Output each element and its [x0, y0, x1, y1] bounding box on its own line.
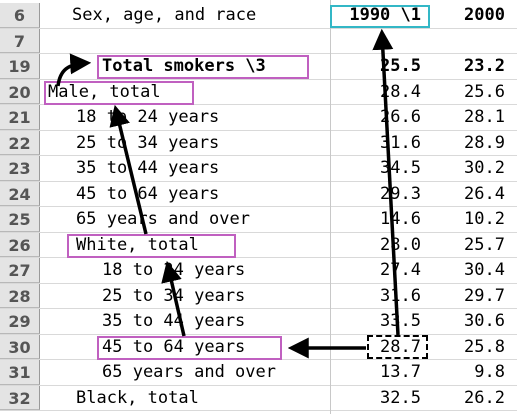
value-2000-cell[interactable]: 10.2: [464, 209, 505, 229]
table-row: 25 65 years and over 14.6 10.2: [0, 207, 517, 233]
value-2000-cell[interactable]: 9.8: [474, 362, 505, 382]
value-1990-cell[interactable]: 34.5: [380, 158, 421, 178]
row-number[interactable]: 19: [0, 54, 40, 79]
value-2000-cell[interactable]: 26.2: [464, 387, 505, 408]
row-number[interactable]: 6: [0, 3, 40, 28]
value-1990-cell[interactable]: 28.7: [380, 336, 421, 357]
row-number[interactable]: 28: [0, 283, 40, 308]
table-row: 29 35 to 44 years 33.5 30.6: [0, 309, 517, 335]
value-2000-cell[interactable]: 29.7: [464, 285, 505, 306]
row-number[interactable]: 24: [0, 181, 40, 206]
value-1990-cell[interactable]: 32.5: [380, 387, 421, 408]
header-1990-cell[interactable]: 1990 \1: [349, 5, 421, 25]
value-2000-cell[interactable]: 25.7: [464, 234, 505, 255]
value-1990-cell[interactable]: 28.0: [380, 234, 421, 255]
table-row: 26 White, total 28.0 25.7: [0, 232, 517, 258]
row-label-cell[interactable]: 65 years and over: [76, 209, 250, 229]
value-1990-cell[interactable]: 31.6: [380, 132, 421, 153]
value-1990-cell[interactable]: 28.4: [380, 81, 421, 102]
row-label-cell[interactable]: 65 years and over: [102, 362, 276, 382]
row-label-cell[interactable]: Total smokers \3: [102, 56, 266, 76]
value-2000-cell[interactable]: 28.1: [464, 107, 505, 127]
value-1990-cell[interactable]: 26.6: [380, 107, 421, 127]
row-number[interactable]: 32: [0, 385, 40, 410]
value-1990-cell[interactable]: [330, 29, 425, 54]
row-label-cell[interactable]: 45 to 64 years: [76, 183, 220, 204]
value-1990-cell[interactable]: 14.6: [380, 209, 421, 229]
value-2000-cell[interactable]: 25.6: [464, 81, 505, 102]
row-number[interactable]: 25: [0, 207, 40, 232]
row-label-cell[interactable]: 25 to 34 years: [76, 132, 220, 153]
value-2000-cell[interactable]: 26.4: [464, 183, 505, 204]
row-number[interactable]: 22: [0, 130, 40, 155]
value-1990-cell[interactable]: 31.6: [380, 285, 421, 306]
value-2000-cell[interactable]: 28.9: [464, 132, 505, 153]
value-2000-cell[interactable]: 30.4: [464, 260, 505, 280]
table-row: 23 35 to 44 years 34.5 30.2: [0, 156, 517, 182]
row-number[interactable]: 23: [0, 156, 40, 181]
table-row: 22 25 to 34 years 31.6 28.9: [0, 130, 517, 156]
table-row: 24 45 to 64 years 29.3 26.4: [0, 181, 517, 207]
row-label-cell[interactable]: 25 to 34 years: [102, 285, 246, 306]
row-label-cell[interactable]: 45 to 64 years: [102, 336, 246, 357]
header-row: 6 Sex, age, and race 1990 \1 2000: [0, 3, 517, 29]
value-2000-cell[interactable]: [425, 29, 515, 54]
column-divider: [330, 0, 331, 414]
value-1990-cell[interactable]: 33.5: [380, 311, 421, 331]
value-1990-cell[interactable]: 29.3: [380, 183, 421, 204]
header-label-cell[interactable]: Sex, age, and race: [72, 5, 257, 25]
value-2000-cell[interactable]: 25.8: [464, 336, 505, 357]
row-number[interactable]: 21: [0, 105, 40, 130]
value-1990-cell[interactable]: 27.4: [380, 260, 421, 280]
table-row: 32 Black, total 32.5 26.2: [0, 385, 517, 411]
header-2000-cell[interactable]: 2000: [464, 5, 505, 25]
row-label-cell[interactable]: White, total: [76, 234, 199, 255]
value-2000-cell[interactable]: 30.2: [464, 158, 505, 178]
value-2000-cell[interactable]: 30.6: [464, 311, 505, 331]
row-label-cell[interactable]: 35 to 44 years: [76, 158, 220, 178]
row-label-cell[interactable]: Black, total: [76, 387, 199, 408]
table-row: 7: [0, 28, 517, 54]
value-1990-cell[interactable]: 25.5: [380, 56, 421, 76]
row-number[interactable]: 7: [0, 28, 40, 53]
table-row: 31 65 years and over 13.7 9.8: [0, 360, 517, 386]
value-1990-cell[interactable]: 13.7: [380, 362, 421, 382]
table-row: 19 Total smokers \3 25.5 23.2: [0, 54, 517, 80]
table-row: 21 18 to 24 years 26.6 28.1: [0, 105, 517, 131]
row-number[interactable]: 29: [0, 309, 40, 334]
row-number[interactable]: 26: [0, 232, 40, 257]
row-number[interactable]: 27: [0, 258, 40, 283]
table-row: 28 25 to 34 years 31.6 29.7: [0, 283, 517, 309]
value-2000-cell[interactable]: 23.2: [464, 56, 505, 76]
table-row: 20 Male, total 28.4 25.6: [0, 79, 517, 105]
row-label-cell[interactable]: 18 to 24 years: [76, 107, 220, 127]
row-label-cell[interactable]: 18 to 24 years: [102, 260, 246, 280]
row-label-cell[interactable]: 35 to 44 years: [102, 311, 246, 331]
row-number[interactable]: 20: [0, 79, 40, 104]
row-number[interactable]: 30: [0, 334, 40, 359]
row-number[interactable]: 31: [0, 360, 40, 385]
row-label-cell[interactable]: Male, total: [48, 81, 161, 102]
table-row: 27 18 to 24 years 27.4 30.4: [0, 258, 517, 284]
table-row: 30 45 to 64 years 28.7 25.8: [0, 334, 517, 360]
